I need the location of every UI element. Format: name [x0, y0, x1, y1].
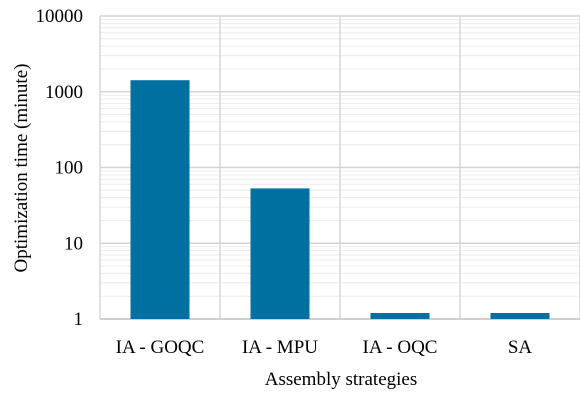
bar — [490, 313, 550, 319]
y-tick-label: 1000 — [45, 82, 83, 103]
bar — [370, 313, 430, 319]
x-tick-label: IA - GOQC — [116, 337, 205, 358]
x-tick-label: SA — [508, 337, 533, 358]
y-axis-title: Optimization time (minute) — [11, 64, 32, 273]
bar — [130, 80, 190, 319]
y-tick-label: 10 — [64, 233, 83, 254]
x-tick-label: IA - MPU — [242, 337, 318, 358]
bars — [130, 80, 550, 319]
y-tick-label: 1 — [74, 309, 84, 330]
y-tick-label: 10000 — [36, 6, 84, 27]
y-tick-label: 100 — [55, 158, 84, 179]
x-tick-label: IA - OQC — [363, 337, 438, 358]
x-axis-title: Assembly strategies — [265, 369, 418, 390]
x-tick-labels: IA - GOQC IA - MPU IA - OQC SA — [116, 337, 533, 358]
y-tick-labels: 1 10 100 1000 10000 — [36, 6, 84, 330]
bar — [250, 188, 310, 319]
category-dividers — [99, 16, 580, 319]
